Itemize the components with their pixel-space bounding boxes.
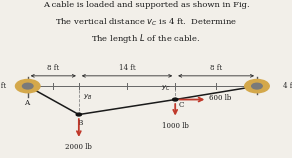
Text: 8 ft: 8 ft	[210, 64, 222, 72]
Text: A: A	[24, 99, 29, 107]
Text: 600 lb: 600 lb	[209, 94, 231, 102]
Text: 14 ft: 14 ft	[119, 64, 135, 72]
Text: B: B	[78, 119, 83, 127]
Circle shape	[15, 79, 40, 93]
Circle shape	[22, 83, 33, 89]
Circle shape	[173, 98, 178, 101]
Text: A cable is loaded and supported as shown in Fig.: A cable is loaded and supported as shown…	[43, 1, 249, 9]
Circle shape	[252, 83, 262, 89]
Text: 4 ft: 4 ft	[283, 82, 292, 90]
Text: 8 ft: 8 ft	[47, 64, 59, 72]
Text: The length $L$ of the cable.: The length $L$ of the cable.	[91, 32, 201, 45]
Text: 5 ft: 5 ft	[0, 82, 6, 90]
Text: D: D	[258, 81, 264, 88]
Text: 2000 lb: 2000 lb	[65, 143, 92, 151]
Text: C: C	[179, 101, 184, 109]
Text: 1000 lb: 1000 lb	[162, 122, 189, 130]
Circle shape	[245, 79, 269, 93]
Text: $y_B$: $y_B$	[83, 93, 93, 102]
Text: The vertical distance $v_C$ is 4 ft.  Determine: The vertical distance $v_C$ is 4 ft. Det…	[55, 17, 237, 28]
Circle shape	[76, 113, 81, 116]
Text: $y_C$: $y_C$	[161, 83, 171, 93]
